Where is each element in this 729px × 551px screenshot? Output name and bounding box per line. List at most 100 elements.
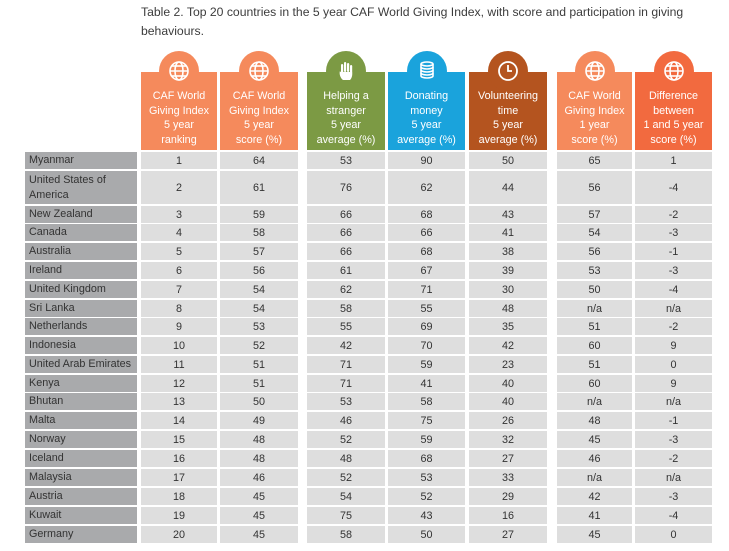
value-cell: 13 [141,393,217,410]
globe-icon [574,51,615,91]
table-row: Bhutan 13 50 53 58 40 n/a n/a [25,393,713,410]
value-cell: 54 [307,488,385,505]
value-cell: 1 [635,152,712,169]
table-caption: Table 2. Top 20 countries in the 5 year … [141,5,684,38]
value-cell: 68 [388,243,465,260]
value-cell: 68 [388,450,465,467]
value-cell: 9 [635,375,712,392]
table-row: Iceland 16 48 48 68 27 46 -2 [25,450,713,467]
value-cell: 14 [141,412,217,429]
value-cell: 52 [307,431,385,448]
value-cell: 40 [469,375,547,392]
country-cell: Germany [25,526,137,543]
value-cell: 39 [469,262,547,279]
country-cell: Indonesia [25,337,137,354]
value-cell: 16 [141,450,217,467]
value-cell: n/a [635,393,712,410]
value-cell: 60 [557,337,632,354]
value-cell: 10 [141,337,217,354]
table-row: Myanmar 1 64 53 90 50 65 1 [25,152,713,169]
value-cell: 48 [307,450,385,467]
country-cell: United Kingdom [25,281,137,298]
value-cell: n/a [635,300,712,317]
table-row: Indonesia 10 52 42 70 42 60 9 [25,337,713,354]
country-cell: Malaysia [25,469,137,486]
value-cell: 43 [469,206,547,223]
value-cell: 3 [141,206,217,223]
value-cell: 58 [220,224,298,241]
value-cell: 45 [557,526,632,543]
value-cell: 56 [557,171,632,204]
value-cell: 90 [388,152,465,169]
value-cell: 9 [635,337,712,354]
table-row: Germany 20 45 58 50 27 45 0 [25,526,713,543]
value-cell: 58 [307,300,385,317]
value-cell: -2 [635,450,712,467]
value-cell: 43 [388,507,465,524]
value-cell: -1 [635,243,712,260]
value-cell: 57 [557,206,632,223]
column-header: Volunteering time 5 year average (%) [469,72,547,150]
value-cell: 12 [141,375,217,392]
country-cell: Sri Lanka [25,300,137,317]
value-cell: 42 [469,337,547,354]
value-cell: 46 [307,412,385,429]
value-cell: 57 [220,243,298,260]
country-cell: Bhutan [25,393,137,410]
value-cell: 65 [557,152,632,169]
column-header: Difference between 1 and 5 year score (%… [635,72,712,150]
value-cell: 51 [220,375,298,392]
country-cell: New Zealand [25,206,137,223]
value-cell: 71 [388,281,465,298]
table-row: New Zealand 3 59 66 68 43 57 -2 [25,206,713,223]
table-row: Kenya 12 51 71 41 40 60 9 [25,375,713,392]
value-cell: -3 [635,488,712,505]
column-header-label: CAF World Giving Index 1 year score (%) [564,90,625,146]
value-cell: 42 [557,488,632,505]
value-cell: 51 [557,318,632,335]
country-cell: Austria [25,488,137,505]
country-cell: United Arab Emirates [25,356,137,373]
value-cell: 38 [469,243,547,260]
value-cell: 49 [220,412,298,429]
value-cell: 45 [220,507,298,524]
value-cell: -3 [635,224,712,241]
value-cell: 45 [557,431,632,448]
country-cell: Canada [25,224,137,241]
value-cell: n/a [557,300,632,317]
value-cell: 27 [469,450,547,467]
column-header-label: CAF World Giving Index 5 year score (%) [228,90,289,146]
value-cell: 0 [635,526,712,543]
country-cell: Australia [25,243,137,260]
value-cell: 29 [469,488,547,505]
value-cell: 52 [220,337,298,354]
value-cell: 19 [141,507,217,524]
table-row: United Kingdom 7 54 62 71 30 50 -4 [25,281,713,298]
table-row: Ireland 6 56 61 67 39 53 -3 [25,262,713,279]
clock-icon [488,51,528,91]
value-cell: 56 [557,243,632,260]
value-cell: -4 [635,171,712,204]
value-cell: -1 [635,412,712,429]
value-cell: 51 [557,356,632,373]
table-row: Netherlands 9 53 55 69 35 51 -2 [25,318,713,335]
value-cell: 58 [388,393,465,410]
value-cell: 55 [307,318,385,335]
value-cell: 61 [307,262,385,279]
table-row: Canada 4 58 66 66 41 54 -3 [25,224,713,241]
country-cell: Myanmar [25,152,137,169]
value-cell: 58 [307,526,385,543]
country-cell: Netherlands [25,318,137,335]
value-cell: 18 [141,488,217,505]
value-cell: 50 [388,526,465,543]
value-cell: 53 [220,318,298,335]
globe-icon [653,51,694,91]
table-row: Kuwait 19 45 75 43 16 41 -4 [25,507,713,524]
country-cell: Iceland [25,450,137,467]
value-cell: 62 [388,171,465,204]
country-cell: Kuwait [25,507,137,524]
value-cell: -2 [635,318,712,335]
value-cell: 54 [220,300,298,317]
value-cell: 41 [469,224,547,241]
value-cell: 41 [388,375,465,392]
